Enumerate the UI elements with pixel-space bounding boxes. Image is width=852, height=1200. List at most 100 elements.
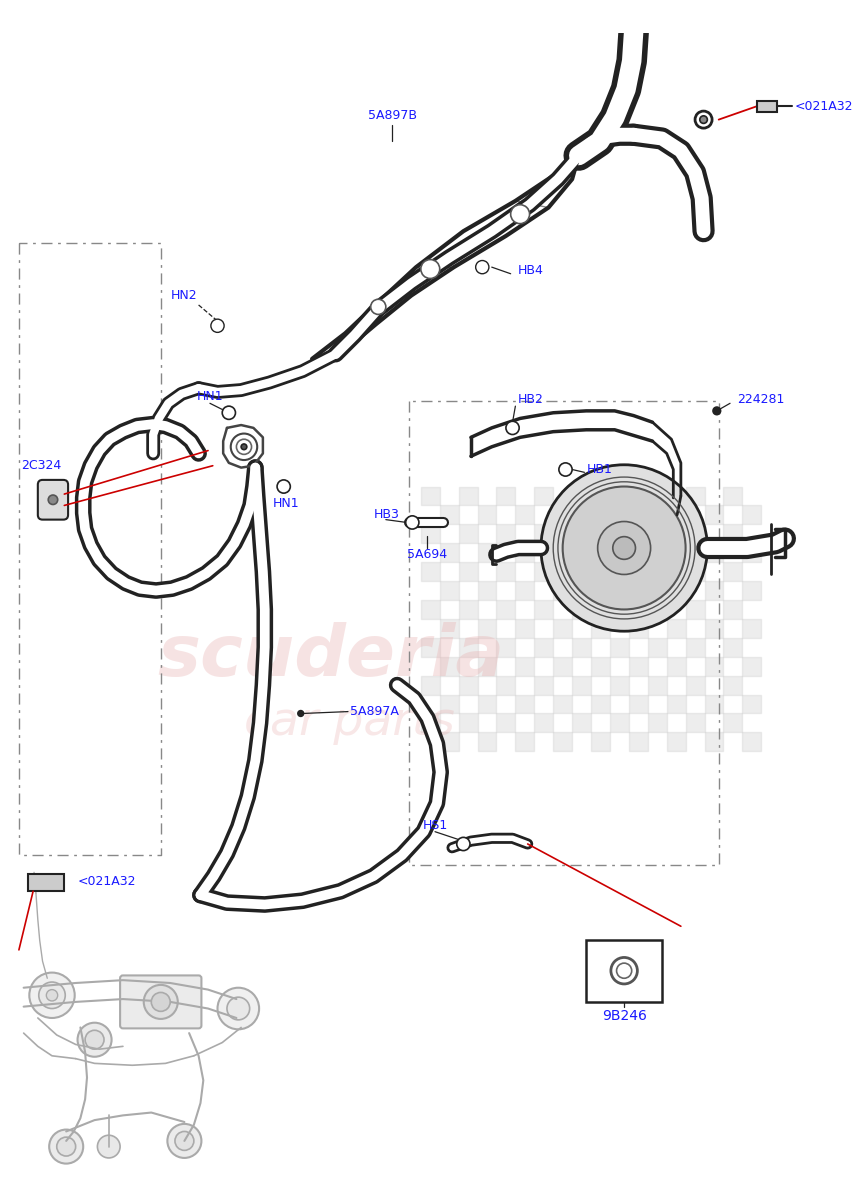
Text: <021A32: <021A32: [793, 100, 852, 113]
Bar: [628, 581, 647, 600]
Bar: [420, 486, 440, 505]
Bar: [756, 101, 776, 112]
Bar: [722, 676, 741, 695]
Circle shape: [167, 1124, 201, 1158]
Bar: [533, 524, 553, 544]
Bar: [515, 732, 533, 751]
Circle shape: [231, 433, 257, 460]
Circle shape: [49, 1129, 83, 1164]
Bar: [572, 600, 590, 619]
Text: 9B246: 9B246: [601, 1009, 646, 1024]
Bar: [609, 486, 628, 505]
Bar: [420, 638, 440, 656]
Circle shape: [616, 964, 631, 978]
Circle shape: [408, 518, 416, 527]
Bar: [458, 524, 477, 544]
Text: 2C324: 2C324: [20, 460, 61, 473]
Bar: [496, 676, 515, 695]
Bar: [722, 562, 741, 581]
Bar: [666, 732, 685, 751]
Bar: [704, 619, 722, 638]
Text: HN1: HN1: [197, 390, 223, 403]
Text: 5A897A: 5A897A: [349, 706, 398, 718]
Bar: [647, 562, 666, 581]
Bar: [553, 581, 572, 600]
Bar: [722, 600, 741, 619]
Bar: [420, 524, 440, 544]
Bar: [722, 714, 741, 732]
Circle shape: [144, 985, 177, 1019]
Circle shape: [151, 992, 170, 1012]
Bar: [515, 505, 533, 524]
Bar: [458, 486, 477, 505]
Bar: [628, 619, 647, 638]
Bar: [420, 714, 440, 732]
Bar: [458, 676, 477, 695]
Bar: [585, 941, 661, 1002]
Bar: [420, 562, 440, 581]
Bar: [685, 562, 704, 581]
Text: <021A32: <021A32: [78, 875, 135, 888]
Bar: [666, 505, 685, 524]
Bar: [515, 581, 533, 600]
Text: car parts: car parts: [245, 701, 455, 745]
Text: 5A897B: 5A897B: [367, 109, 417, 122]
Bar: [477, 544, 496, 562]
Circle shape: [612, 536, 635, 559]
Text: 5A694: 5A694: [407, 548, 447, 562]
Bar: [609, 524, 628, 544]
Circle shape: [712, 407, 720, 415]
Bar: [458, 562, 477, 581]
Bar: [477, 505, 496, 524]
Bar: [496, 638, 515, 656]
Circle shape: [225, 409, 233, 416]
Bar: [590, 619, 609, 638]
Bar: [572, 486, 590, 505]
Circle shape: [97, 1135, 120, 1158]
Bar: [685, 714, 704, 732]
Circle shape: [610, 958, 636, 984]
Bar: [496, 600, 515, 619]
Bar: [440, 732, 458, 751]
Bar: [628, 732, 647, 751]
Bar: [628, 544, 647, 562]
Bar: [533, 486, 553, 505]
Circle shape: [371, 299, 385, 314]
Bar: [722, 524, 741, 544]
Bar: [533, 638, 553, 656]
Bar: [458, 714, 477, 732]
Bar: [741, 656, 760, 676]
Circle shape: [46, 990, 58, 1001]
Bar: [685, 600, 704, 619]
Bar: [628, 695, 647, 714]
Bar: [496, 714, 515, 732]
Circle shape: [85, 1031, 104, 1049]
Bar: [741, 695, 760, 714]
Bar: [647, 676, 666, 695]
Circle shape: [406, 516, 418, 529]
Bar: [533, 676, 553, 695]
Circle shape: [475, 260, 488, 274]
Bar: [553, 544, 572, 562]
Bar: [685, 638, 704, 656]
Circle shape: [227, 997, 250, 1020]
Bar: [440, 695, 458, 714]
Bar: [440, 619, 458, 638]
Circle shape: [222, 406, 235, 419]
Bar: [704, 505, 722, 524]
Circle shape: [175, 1132, 193, 1151]
Bar: [553, 505, 572, 524]
Text: HS1: HS1: [422, 818, 447, 832]
Bar: [590, 505, 609, 524]
Text: HN1: HN1: [272, 497, 298, 510]
Circle shape: [236, 439, 251, 455]
Bar: [458, 600, 477, 619]
Bar: [458, 638, 477, 656]
Text: HB2: HB2: [518, 394, 544, 406]
Bar: [496, 524, 515, 544]
Circle shape: [217, 988, 259, 1030]
Bar: [553, 619, 572, 638]
Circle shape: [597, 522, 650, 575]
Bar: [477, 581, 496, 600]
Bar: [553, 695, 572, 714]
